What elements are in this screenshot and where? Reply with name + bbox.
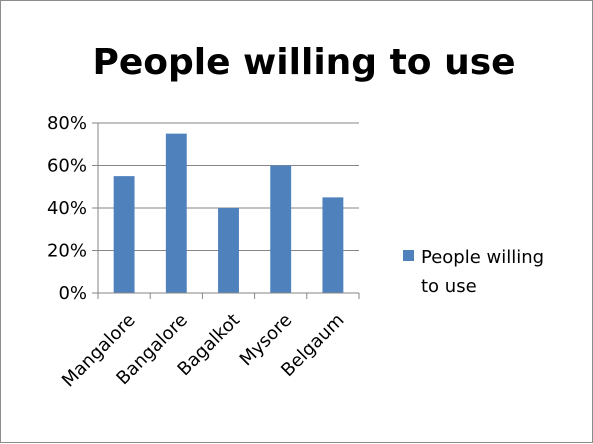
bar-belgaum [322,197,344,293]
legend-label: People willing [421,247,544,268]
chart-title: People willing to use [92,42,515,83]
bar-bagalkot [218,208,239,293]
y-axis-labels: 0% 20% 40% 60% 80% [47,113,87,304]
legend-label: to use [421,276,477,297]
bar-bangalore [165,133,187,293]
y-tick-label: 40% [47,198,87,219]
plot-axes [92,122,360,299]
legend: People willing to use [403,247,544,297]
bar-mangalore [113,176,135,293]
plot-bars [113,133,344,293]
y-tick-label: 80% [47,113,87,134]
bar-mysore [270,165,292,293]
legend-swatch [403,250,414,261]
y-tick-label: 20% [47,241,87,262]
y-tick-label: 0% [58,283,87,304]
y-tick-label: 60% [47,156,87,177]
